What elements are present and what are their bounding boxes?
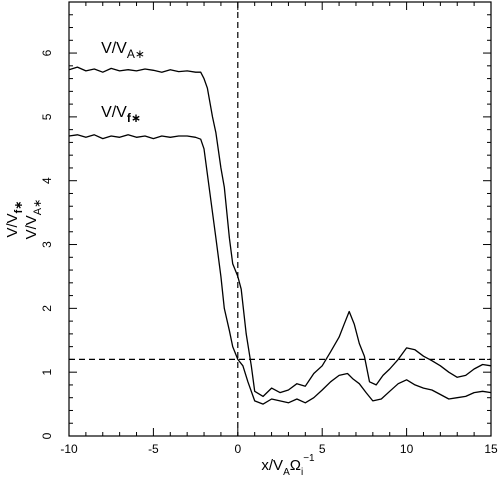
x-tick-label: 15 xyxy=(484,442,498,456)
series-line-v-va xyxy=(68,66,492,398)
series-group xyxy=(68,66,492,405)
y-axis-label-line1: V/Vf∗ xyxy=(4,200,25,237)
y-tick-label: 5 xyxy=(40,113,54,120)
curve-label-sub: A∗ xyxy=(127,47,145,61)
y-tick-label: 0 xyxy=(40,432,54,439)
y-tick-label: 6 xyxy=(40,49,54,56)
x-tick-label: -10 xyxy=(60,442,78,456)
axis-ticks: -10 -5 0 5 10 15 0 1 2 3 4 5 6 xyxy=(40,1,498,456)
x-axis-label-sup: −1 xyxy=(303,453,315,464)
curve-label-v-vf: V/Vf∗ xyxy=(101,104,141,125)
x-tick-label: 0 xyxy=(234,442,241,456)
y-tick-label: 4 xyxy=(40,177,54,184)
plot-frame xyxy=(68,1,492,437)
curve-label-sub: f∗ xyxy=(127,111,141,125)
y-axis-label-line1-main: V/V xyxy=(4,213,21,237)
series-line-v-vf xyxy=(68,134,492,405)
reference-lines xyxy=(69,2,491,436)
curve-label-v-va: V/VA∗ xyxy=(101,40,145,61)
y-tick-label: 1 xyxy=(40,369,54,376)
curve-label-main: V/V xyxy=(101,104,127,121)
x-tick-label: -5 xyxy=(148,442,159,456)
y-axis-label-line2: V/VA∗ xyxy=(23,199,44,240)
x-axis-label-main: x/V xyxy=(261,457,283,474)
y-tick-label: 2 xyxy=(40,305,54,312)
curve-label-main: V/V xyxy=(101,40,127,57)
x-axis-label-sub1: A xyxy=(283,467,290,477)
y-tick-label: 3 xyxy=(40,241,54,248)
y-axis-label-line2-sub: A∗ xyxy=(32,199,44,216)
y-axis-label-line1-sub: f∗ xyxy=(13,200,25,213)
x-axis-label: x/VAΩi−1 xyxy=(261,453,315,477)
x-axis-label-sub2: i xyxy=(301,467,303,477)
y-axis-label-line2-main: V/V xyxy=(23,215,40,239)
x-axis-label-omega: Ω xyxy=(290,457,301,474)
curve-labels: V/VA∗V/Vf∗ xyxy=(101,40,145,125)
x-tick-label: 10 xyxy=(400,442,414,456)
x-tick-label: 5 xyxy=(319,442,326,456)
